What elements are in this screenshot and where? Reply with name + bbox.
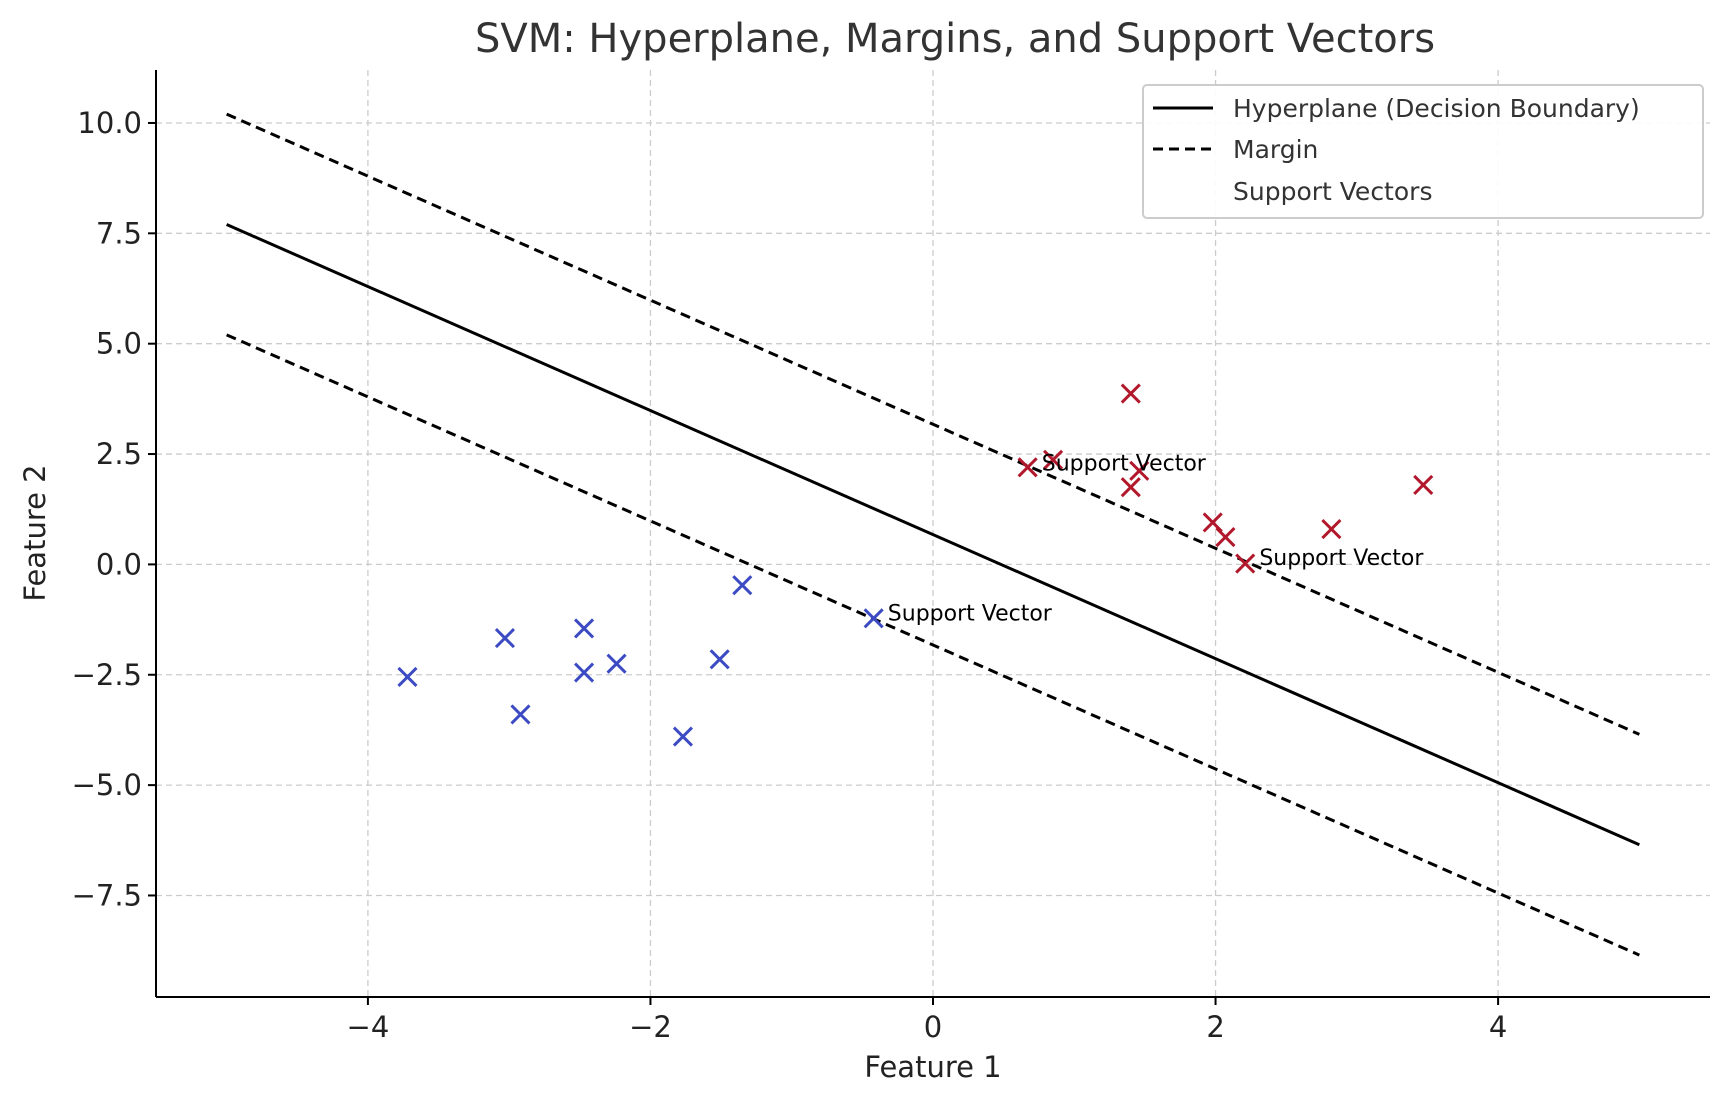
y-tick-label: −2.5 <box>72 658 142 692</box>
negative-point-marker <box>863 608 884 629</box>
marker-stroke <box>863 608 884 629</box>
negative-point-marker <box>494 628 516 649</box>
marker-stroke <box>709 649 730 670</box>
lower-margin-line <box>226 333 1640 957</box>
chart-title: SVM: Hyperplane, Margins, and Support Ve… <box>475 16 1435 62</box>
y-tick-label: 2.5 <box>96 437 142 471</box>
positive-point-marker <box>1129 460 1150 481</box>
negative-point-marker <box>606 653 627 674</box>
y-tick-label: 0.0 <box>96 547 142 581</box>
support-vector-annotation: Support Vector <box>1042 452 1207 477</box>
marker-stroke <box>397 666 418 688</box>
marker-stroke <box>510 704 531 725</box>
boundary-lines <box>226 112 1640 957</box>
positive-point-marker <box>1120 383 1141 404</box>
x-axis-label: Feature 1 <box>864 1050 1001 1084</box>
y-axis-label: Feature 2 <box>18 464 52 601</box>
negative-point-marker <box>510 704 531 725</box>
x-axis-ticks: −4 −2 0 2 4 <box>347 997 1507 1044</box>
positive-point-marker <box>1235 553 1256 574</box>
marker-stroke <box>1413 474 1434 496</box>
x-tick-label: −2 <box>629 1010 672 1044</box>
marker-stroke <box>606 653 627 674</box>
annotations: Support Vector Support Vector Support Vect… <box>888 452 1425 627</box>
marker-stroke <box>1202 512 1223 533</box>
x-tick-label: 2 <box>1206 1010 1224 1044</box>
positive-point-marker <box>1215 526 1236 548</box>
x-tick-label: 4 <box>1489 1010 1507 1044</box>
positive-point-marker <box>1321 519 1342 540</box>
marker-stroke <box>1321 519 1342 540</box>
y-tick-label: 5.0 <box>96 327 142 361</box>
data-points <box>397 383 1434 747</box>
grid-lines <box>156 70 1710 997</box>
legend: Hyperplane (Decision Boundary) Margin Su… <box>1142 84 1704 219</box>
x-tick-label: 0 <box>924 1010 942 1044</box>
legend-support-vectors-label: Support Vectors <box>1233 177 1432 206</box>
legend-box <box>1142 84 1704 219</box>
y-tick-label: 7.5 <box>96 216 142 250</box>
legend-hyperplane-label: Hyperplane (Decision Boundary) <box>1233 94 1640 123</box>
hyperplane-line <box>226 223 1640 847</box>
positive-point-marker <box>1017 457 1038 478</box>
negative-point-marker <box>709 649 730 670</box>
negative-point-marker <box>397 666 418 688</box>
marker-stroke <box>1235 553 1256 574</box>
marker-stroke <box>1120 477 1141 498</box>
positive-point-marker <box>1413 474 1434 496</box>
positive-point-marker <box>1043 449 1064 470</box>
support-vector-annotation: Support Vector <box>1259 546 1424 571</box>
negative-point-marker <box>573 618 595 639</box>
negative-point-marker <box>573 662 595 683</box>
support-vector-annotation: Support Vector <box>888 601 1053 626</box>
marker-stroke <box>1120 383 1141 404</box>
marker-stroke <box>1017 457 1038 478</box>
marker-stroke <box>1129 460 1150 481</box>
marker-stroke <box>494 628 516 649</box>
negative-point-marker <box>672 726 694 747</box>
negative-point-marker <box>732 575 753 596</box>
upper-margin-line <box>226 112 1640 736</box>
positive-point-marker <box>1120 477 1141 498</box>
marker-stroke <box>1043 449 1064 470</box>
marker-stroke <box>732 575 753 596</box>
y-tick-label: −7.5 <box>72 878 142 912</box>
marker-stroke <box>672 726 694 747</box>
y-tick-label: −5.0 <box>72 768 142 802</box>
marker-stroke <box>573 618 595 639</box>
marker-stroke <box>1215 526 1236 548</box>
legend-margin-label: Margin <box>1233 135 1318 164</box>
marker-stroke <box>573 662 595 683</box>
y-axis-ticks: −7.5 −5.0 −2.5 0.0 2.5 5.0 7.5 10.0 <box>72 106 156 912</box>
x-tick-label: −4 <box>347 1010 390 1044</box>
y-tick-label: 10.0 <box>77 106 142 140</box>
